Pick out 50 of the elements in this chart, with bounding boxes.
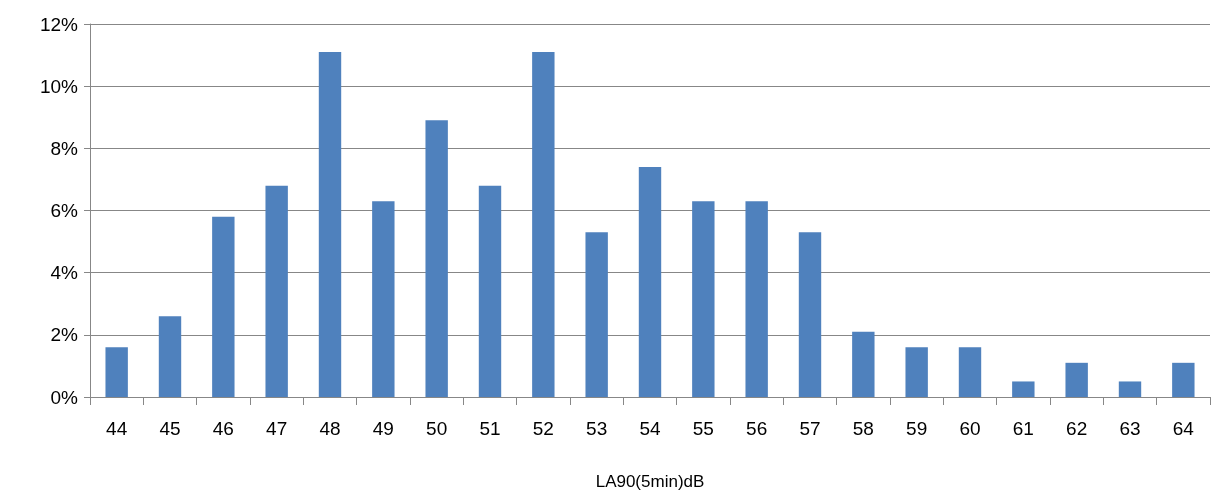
bar	[905, 347, 928, 397]
x-tick-label: 46	[212, 418, 234, 439]
x-tick-label: 44	[106, 418, 128, 439]
x-tick-label: 53	[586, 418, 608, 439]
x-tick-label: 61	[1012, 418, 1034, 439]
bar	[372, 201, 395, 397]
x-tick-label: 59	[906, 418, 928, 439]
x-tick-label: 55	[692, 418, 714, 439]
x-tick-label: 47	[266, 418, 288, 439]
x-tick-label: 57	[799, 418, 821, 439]
bar	[425, 120, 448, 397]
y-tick-label: 4%	[50, 262, 79, 284]
bar	[958, 347, 982, 397]
y-tick-label: 0%	[50, 386, 79, 408]
x-tick-label: 60	[959, 418, 981, 439]
x-tick-label: 58	[852, 418, 874, 439]
y-tick-label: 8%	[50, 137, 79, 159]
y-tick-label: 2%	[50, 324, 79, 346]
y-tick-label: 10%	[39, 75, 79, 97]
bar	[585, 232, 608, 397]
x-tick-label: 54	[639, 418, 661, 439]
bar	[1012, 381, 1035, 397]
x-tick-label: 50	[426, 418, 448, 439]
bar	[158, 316, 182, 397]
bar	[1118, 381, 1142, 397]
x-tick-label: 62	[1066, 418, 1088, 439]
y-tick-label: 6%	[50, 200, 79, 221]
bar	[692, 201, 715, 397]
x-tick-label: 51	[479, 418, 501, 439]
bar	[1172, 362, 1195, 397]
bar	[798, 232, 822, 397]
bar	[212, 216, 235, 397]
bar	[105, 347, 128, 397]
x-tick-label: 63	[1119, 418, 1141, 439]
x-tick-label: 56	[746, 418, 768, 439]
x-tick-label: 48	[319, 418, 341, 439]
x-axis-title: LA90(5min)dB	[595, 472, 705, 491]
bar	[478, 185, 502, 397]
x-tick-label: 49	[372, 418, 394, 439]
bar	[318, 51, 342, 397]
bar	[532, 51, 555, 397]
bar	[638, 166, 662, 397]
bar	[265, 185, 288, 397]
x-tick-label: 45	[159, 418, 181, 439]
bar	[1065, 362, 1088, 397]
bar	[745, 201, 768, 397]
x-tick-label: 52	[532, 418, 554, 439]
x-tick-label: 64	[1172, 418, 1195, 439]
y-tick-label: 12%	[39, 13, 79, 35]
bar	[852, 331, 875, 397]
